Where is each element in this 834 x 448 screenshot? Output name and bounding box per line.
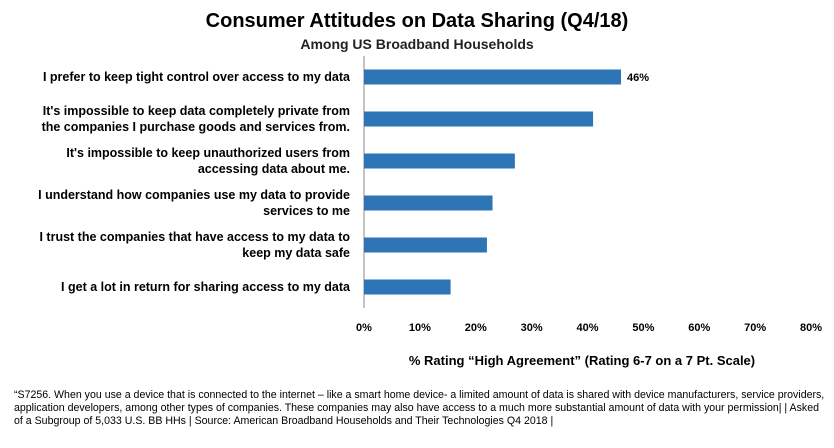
- bar: [364, 195, 493, 211]
- chart-subtitle: Among US Broadband Households: [300, 36, 534, 52]
- category-label: I trust the companies that have access t…: [39, 230, 350, 244]
- category-label: I prefer to keep tight control over acce…: [43, 70, 351, 84]
- data-label: 46%: [627, 72, 649, 84]
- x-tick-label: 10%: [409, 322, 431, 334]
- bar: [364, 279, 451, 295]
- category-label: accessing data about me.: [198, 162, 350, 176]
- x-tick-label: 80%: [800, 322, 822, 334]
- category-label: keep my data safe: [242, 246, 350, 260]
- bar: [364, 111, 594, 127]
- category-label: It's impossible to keep unauthorized use…: [66, 146, 350, 160]
- category-label: the companies I purchase goods and servi…: [42, 120, 350, 134]
- x-tick-label: 30%: [521, 322, 543, 334]
- bar: [364, 69, 622, 85]
- x-tick-label: 70%: [744, 322, 766, 334]
- x-tick-label: 20%: [465, 322, 487, 334]
- x-axis-label: % Rating “High Agreement” (Rating 6-7 on…: [408, 353, 756, 368]
- x-tick-label: 60%: [688, 322, 710, 334]
- bar-chart: I prefer to keep tight control over acce…: [38, 56, 822, 334]
- x-tick-label: 0%: [356, 322, 372, 334]
- category-label: I understand how companies use my data t…: [38, 188, 350, 202]
- bar: [364, 153, 515, 169]
- footnote: “S7256. When you use a device that is co…: [14, 389, 825, 427]
- category-label: It's impossible to keep data completely …: [43, 104, 350, 118]
- x-tick-label: 40%: [576, 322, 598, 334]
- x-tick-label: 50%: [632, 322, 654, 334]
- category-label: I get a lot in return for sharing access…: [61, 280, 351, 294]
- category-label: services to me: [263, 204, 350, 218]
- chart-title: Consumer Attitudes on Data Sharing (Q4/1…: [205, 10, 629, 32]
- bar: [364, 237, 487, 253]
